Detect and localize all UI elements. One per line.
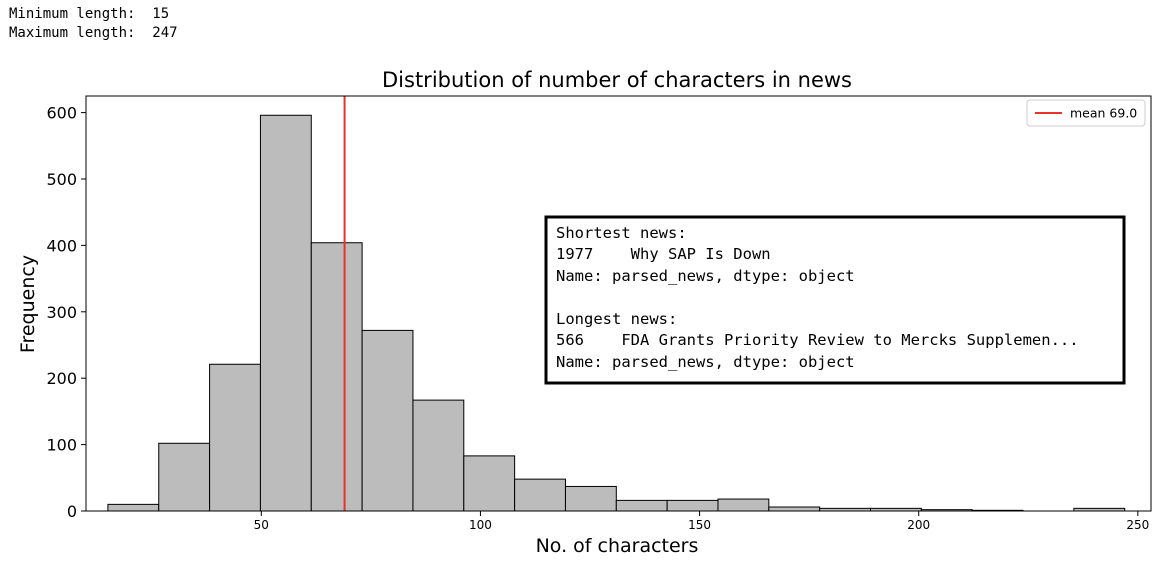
histogram-bar: [615, 499, 668, 512]
histogram-bar: [463, 455, 516, 512]
histogram-bar: [209, 363, 261, 512]
y-tick-label: 500: [46, 170, 77, 189]
y-tick-label: 100: [46, 436, 77, 455]
histogram-bar: [310, 242, 363, 512]
y-tick-label: 400: [46, 236, 77, 255]
y-axis-label: Frequency: [17, 255, 39, 353]
x-axis-ticks: 50 100 150 200 250: [254, 511, 1149, 532]
histogram-bar: [259, 114, 312, 512]
x-tick-label: 150: [688, 518, 711, 532]
y-axis-ticks: 0 100 200 300 400 500 600: [46, 104, 86, 521]
chart-title: Distribution of number of characters in …: [382, 68, 852, 92]
x-axis-label: No. of characters: [536, 535, 699, 557]
x-tick-label: 50: [254, 518, 269, 532]
min-length-value: 15: [152, 6, 170, 22]
max-length-label: Maximum length:: [9, 25, 136, 41]
annotation-line: Name: parsed_news, dtype: object: [556, 353, 855, 371]
histogram-bar: [107, 503, 160, 512]
annotation-line: 566 FDA Grants Priority Review to Mercks…: [556, 331, 1079, 349]
annotation-line: Name: parsed_news, dtype: object: [556, 267, 855, 285]
histogram-bar: [564, 485, 617, 512]
histogram-bar: [717, 498, 770, 512]
annotation-line: Longest news:: [556, 310, 677, 328]
legend-frame: [1026, 99, 1146, 127]
x-tick-label: 100: [469, 518, 492, 532]
histogram-bar: [666, 499, 719, 512]
legend: mean 69.0: [1026, 99, 1146, 127]
min-length-line: Minimum length: 15: [9, 5, 178, 24]
y-tick-label: 200: [46, 369, 77, 388]
histogram-bar: [158, 442, 211, 512]
min-length-label: Minimum length:: [9, 6, 136, 22]
annotation-line: 1977 Why SAP Is Down: [556, 245, 771, 263]
x-tick-label: 200: [907, 518, 930, 532]
histogram-bar: [361, 329, 414, 512]
histogram-bar: [768, 506, 821, 512]
histogram-bars: [107, 114, 1126, 512]
histogram-bar: [412, 399, 465, 512]
max-length-value: 247: [152, 25, 178, 41]
annotation-frame: [544, 215, 1126, 385]
x-tick-label: 250: [1126, 518, 1149, 532]
y-tick-label: 0: [67, 502, 77, 521]
annotation-line: Shortest news:: [556, 224, 687, 242]
y-tick-label: 300: [46, 303, 77, 322]
legend-label: mean 69.0: [1070, 106, 1137, 121]
console-output: Minimum length: 15 Maximum length: 247: [9, 5, 178, 43]
annotation-box: Shortest news: 1977 Why SAP Is Down Name…: [544, 215, 1126, 385]
plot-frame: [85, 95, 1152, 512]
histogram-bar: [514, 478, 566, 512]
max-length-line: Maximum length: 247: [9, 24, 178, 43]
y-tick-label: 600: [46, 104, 77, 123]
